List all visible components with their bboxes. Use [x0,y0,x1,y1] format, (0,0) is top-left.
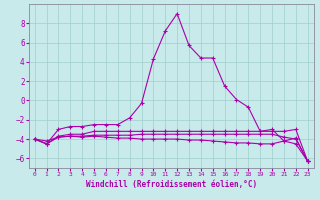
X-axis label: Windchill (Refroidissement éolien,°C): Windchill (Refroidissement éolien,°C) [86,180,257,189]
